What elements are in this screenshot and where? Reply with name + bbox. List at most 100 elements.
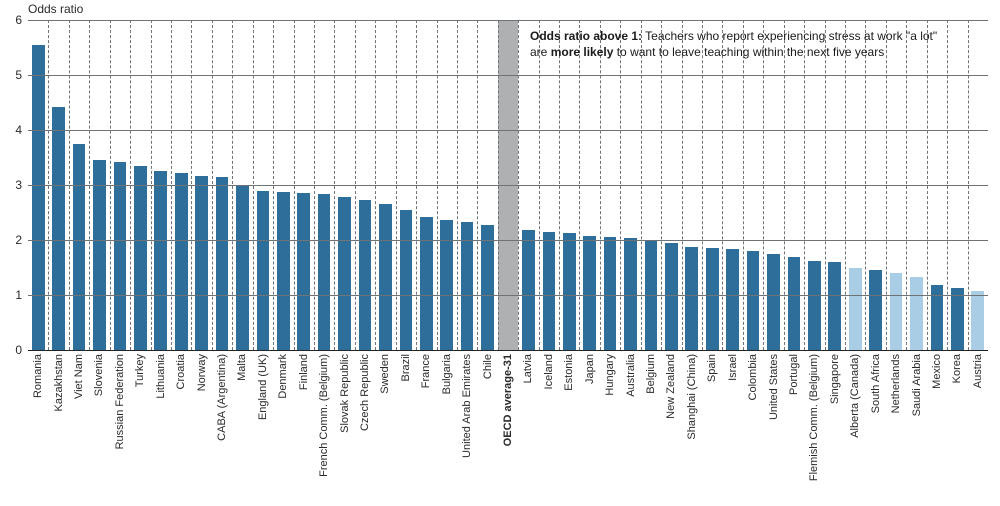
bar xyxy=(767,254,780,350)
bar xyxy=(338,197,351,350)
bar xyxy=(461,222,474,350)
gridline-v xyxy=(498,20,499,350)
bar xyxy=(420,217,433,350)
bar xyxy=(318,194,331,350)
x-tick-label: CABA (Argentina) xyxy=(216,354,228,441)
x-tick-label: Croatia xyxy=(175,354,187,389)
gridline-v xyxy=(743,20,744,350)
gridline-v xyxy=(48,20,49,350)
gridline-v xyxy=(579,20,580,350)
x-tick-label: Lithuania xyxy=(155,354,167,399)
gridline-v xyxy=(600,20,601,350)
gridline-v xyxy=(375,20,376,350)
gridline-v xyxy=(968,20,969,350)
gridline-h xyxy=(28,20,988,21)
x-tick-label: Russian Federation xyxy=(114,354,126,449)
y-tick-label: 3 xyxy=(15,178,22,192)
gridline-v xyxy=(620,20,621,350)
gridline-v xyxy=(89,20,90,350)
gridline-v xyxy=(212,20,213,350)
gridline-v xyxy=(130,20,131,350)
x-tick-label: England (UK) xyxy=(257,354,269,420)
plot-area: 0123456 xyxy=(28,20,988,351)
gridline-v xyxy=(232,20,233,350)
x-tick-label: Korea xyxy=(951,354,963,383)
chart-annotation: Odds ratio above 1: Teachers who report … xyxy=(530,28,950,60)
x-tick-label: Spain xyxy=(706,354,718,382)
x-tick-label: France xyxy=(420,354,432,388)
x-tick-label: Netherlands xyxy=(890,354,902,413)
gridline-v xyxy=(171,20,172,350)
x-tick-label: Japan xyxy=(584,354,596,384)
bar xyxy=(828,262,841,350)
gridline-v xyxy=(661,20,662,350)
x-tick-label: Shanghai (China) xyxy=(686,354,698,440)
x-tick-label: OECD average-31 xyxy=(502,354,514,446)
x-tick-label: Turkey xyxy=(134,354,146,387)
x-tick-label: Norway xyxy=(196,354,208,391)
bar xyxy=(706,248,719,350)
x-tick-label: Bulgaria xyxy=(441,354,453,394)
gridline-h xyxy=(28,75,988,76)
x-tick-label: Sweden xyxy=(379,354,391,394)
gridline-h xyxy=(28,295,988,296)
gridline-h xyxy=(28,130,988,131)
bar xyxy=(175,173,188,350)
bar xyxy=(543,232,556,350)
gridline-v xyxy=(477,20,478,350)
y-tick-label: 2 xyxy=(15,233,22,247)
bar xyxy=(522,230,535,350)
gridline-v xyxy=(294,20,295,350)
bar xyxy=(808,261,821,350)
x-tick-label: Denmark xyxy=(277,354,289,399)
x-tick-label: Singapore xyxy=(829,354,841,404)
gridline-v xyxy=(69,20,70,350)
x-tick-label: Brazil xyxy=(400,354,412,382)
bar xyxy=(400,210,413,350)
gridline-v xyxy=(457,20,458,350)
bar xyxy=(951,288,964,350)
y-tick-label: 5 xyxy=(15,68,22,82)
x-tick-label: Estonia xyxy=(563,354,575,391)
gridline-v xyxy=(784,20,785,350)
gridline-h xyxy=(28,185,988,186)
gridline-v xyxy=(702,20,703,350)
bar xyxy=(236,185,249,350)
gridline-v xyxy=(191,20,192,350)
y-axis-title: Odds ratio xyxy=(28,2,83,16)
x-tick-label: Saudi Arabia xyxy=(911,354,923,416)
gridline-v xyxy=(416,20,417,350)
bar xyxy=(604,237,617,350)
bar xyxy=(154,171,167,350)
y-tick-label: 4 xyxy=(15,123,22,137)
gridline-v xyxy=(722,20,723,350)
gridline-v xyxy=(314,20,315,350)
x-tick-label: Slovak Republic xyxy=(339,354,351,433)
bar xyxy=(481,225,494,350)
bar xyxy=(359,200,372,350)
x-tick-label: United Arab Emirates xyxy=(461,354,473,458)
gridline-v xyxy=(151,20,152,350)
x-tick-label: Finland xyxy=(298,354,310,390)
gridline-v xyxy=(825,20,826,350)
bar xyxy=(583,236,596,350)
bar xyxy=(869,270,882,350)
bar xyxy=(563,233,576,350)
gridline-v xyxy=(947,20,948,350)
x-tick-label: Portugal xyxy=(788,354,800,395)
y-tick-label: 1 xyxy=(15,288,22,302)
x-tick-label: Hungary xyxy=(604,354,616,396)
bar xyxy=(73,144,86,350)
gridline-v xyxy=(641,20,642,350)
x-tick-label: Romania xyxy=(32,354,44,398)
bar xyxy=(910,277,923,350)
odds-ratio-bar-chart: Odds ratio 0123456 RomaniaKazakhstanViet… xyxy=(0,0,1000,506)
x-tick-label: New Zealand xyxy=(665,354,677,419)
x-tick-label: Chile xyxy=(482,354,494,379)
gridline-v xyxy=(355,20,356,350)
x-tick-label: United States xyxy=(768,354,780,420)
x-tick-label: Australia xyxy=(625,354,637,397)
x-tick-label: Alberta (Canada) xyxy=(849,354,861,438)
gridline-v xyxy=(518,20,519,350)
x-tick-label: South Africa xyxy=(870,354,882,413)
